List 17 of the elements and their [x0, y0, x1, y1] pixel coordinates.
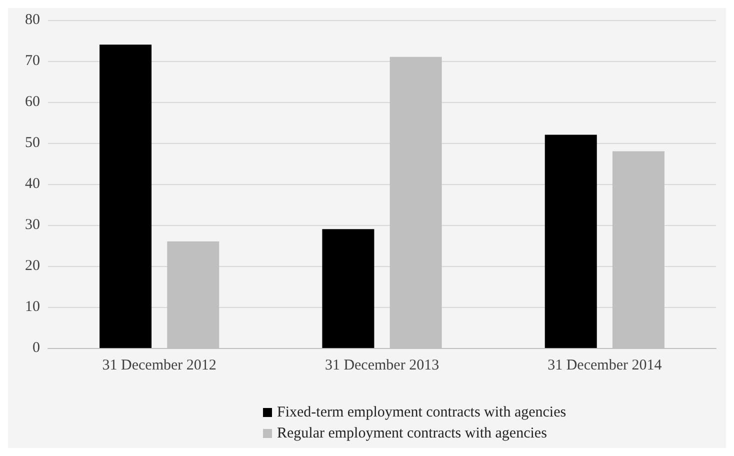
y-tick-label: 80 [25, 12, 40, 28]
y-tick-label: 30 [25, 217, 40, 233]
x-tick-label: 31 December 2014 [548, 358, 662, 374]
x-tick-label: 31 December 2013 [324, 358, 440, 374]
y-tick-label: 20 [25, 258, 40, 274]
bar [544, 134, 597, 348]
legend-label: Fixed-term employment contracts with agencies [277, 404, 566, 420]
y-tick-label: 50 [25, 135, 40, 151]
y-tick-label: 40 [25, 176, 40, 192]
legend-label: Regular employment contracts with agencies [277, 426, 548, 442]
bar [100, 44, 152, 348]
y-tick-label: 0 [32, 340, 40, 356]
y-tick-label: 60 [25, 94, 40, 110]
y-tick-label: 70 [25, 53, 40, 69]
bar [322, 229, 374, 348]
x-tick-label: 31 December 2012 [102, 358, 216, 374]
y-tick-label: 10 [25, 299, 40, 315]
